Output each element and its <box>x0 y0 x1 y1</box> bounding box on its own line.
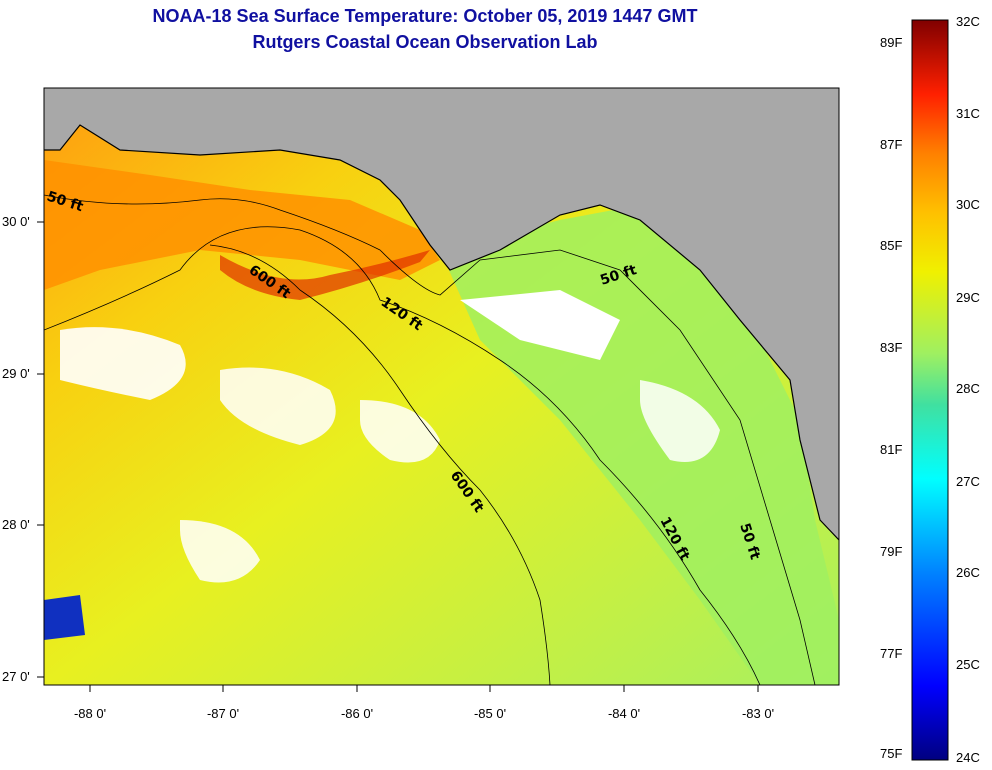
colorbar: 89F 87F 85F 83F 81F 79F 77F 75F 32C 31C … <box>880 14 980 765</box>
cloud-patch <box>460 290 620 360</box>
map-area <box>44 88 839 685</box>
lat-tick-label: 29 0' <box>2 366 30 381</box>
land-mass <box>44 88 839 540</box>
colorbar-f-label: 83F <box>880 340 902 355</box>
lon-tick-label: -85 0' <box>474 706 506 721</box>
lat-axis: 30 0' 29 0' 28 0' 27 0' <box>2 214 44 684</box>
colorbar-f-label: 87F <box>880 137 902 152</box>
contour-50ft <box>44 194 816 685</box>
lon-tick-label: -86 0' <box>341 706 373 721</box>
colorbar-gradient <box>911 19 949 761</box>
colorbar-c-label: 24C <box>956 750 980 765</box>
lon-tick-label: -87 0' <box>207 706 239 721</box>
map-title: NOAA-18 Sea Surface Temperature: October… <box>152 6 698 26</box>
colorbar-c-label: 30C <box>956 197 980 212</box>
cloud-patch <box>180 520 260 583</box>
lon-tick-label: -88 0' <box>74 706 106 721</box>
coastline <box>44 124 839 541</box>
lat-tick-label: 30 0' <box>2 214 30 229</box>
lat-tick-label: 28 0' <box>2 517 30 532</box>
colorbar-f-label: 75F <box>880 746 902 761</box>
colorbar-f-label: 79F <box>880 544 902 559</box>
colorbar-f-label: 85F <box>880 238 902 253</box>
cloud-patch <box>360 400 440 463</box>
colorbar-c-label: 25C <box>956 657 980 672</box>
cold-spot <box>44 595 85 640</box>
colorbar-c-label: 29C <box>956 290 980 305</box>
lon-tick-label: -83 0' <box>742 706 774 721</box>
colorbar-c-label: 26C <box>956 565 980 580</box>
cloud-patch <box>220 367 336 445</box>
map-subtitle: Rutgers Coastal Ocean Observation Lab <box>252 32 598 52</box>
colorbar-f-label: 77F <box>880 646 902 661</box>
colorbar-c-label: 31C <box>956 106 980 121</box>
lat-tick-label: 27 0' <box>2 669 30 684</box>
cloud-patch <box>60 327 186 400</box>
lon-tick-label: -84 0' <box>608 706 640 721</box>
colorbar-f-label: 81F <box>880 442 902 457</box>
map-frame <box>43 87 840 686</box>
hot-spot <box>220 250 430 300</box>
colorbar-c-label: 27C <box>956 474 980 489</box>
contour-120ft <box>44 226 761 685</box>
colorbar-c-label: 32C <box>956 14 980 29</box>
warm-coastal-water <box>44 160 440 290</box>
colorbar-c-label: 28C <box>956 381 980 396</box>
contour-600ft <box>209 244 551 685</box>
colorbar-f-label: 89F <box>880 35 902 50</box>
lon-axis: -88 0' -87 0' -86 0' -85 0' -84 0' -83 0… <box>74 685 774 721</box>
cloud-patch <box>640 380 720 462</box>
